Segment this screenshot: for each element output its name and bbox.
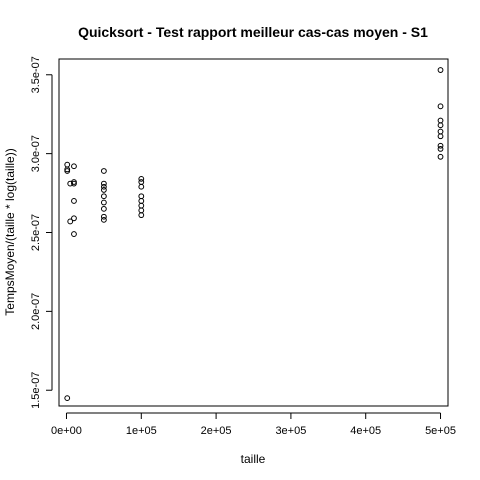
data-point: [437, 103, 444, 110]
data-point: [100, 183, 107, 190]
data-point: [138, 175, 145, 182]
data-point: [138, 183, 145, 190]
data-point: [71, 215, 77, 222]
x-tick-label: 1e+05: [126, 425, 157, 437]
data-point: [437, 122, 444, 129]
data-point: [437, 153, 444, 160]
data-point: [100, 205, 107, 212]
data-point: [437, 146, 444, 152]
data-point: [138, 207, 145, 214]
data-point: [100, 187, 107, 193]
x-tick-label: 5e+05: [425, 425, 456, 437]
data-point: [67, 218, 74, 225]
data-point: [71, 231, 77, 237]
data-point: [64, 161, 71, 168]
y-tick-label: 3.5e-07: [30, 56, 42, 93]
data-point: [100, 213, 107, 220]
x-tick-label: 2e+05: [201, 425, 232, 437]
data-point: [100, 180, 107, 187]
y-tick-label: 2.0e-07: [30, 293, 42, 330]
plot-frame: [58, 58, 449, 407]
data-point: [100, 193, 107, 200]
data-point: [71, 198, 77, 204]
data-point: [138, 179, 145, 185]
x-tick-label: 0e+00: [51, 425, 82, 437]
data-point: [437, 67, 444, 73]
data-point: [138, 202, 145, 209]
y-tick-label: 2.5e-07: [30, 214, 42, 251]
data-point: [138, 212, 145, 219]
x-tick-label: 4e+05: [350, 425, 381, 437]
data-point: [64, 168, 71, 174]
data-point: [437, 142, 444, 149]
data-point: [100, 168, 107, 174]
y-axis: 1.5e-07 2.0e-07 2.5e-07 3.0e-07 3.5e-07: [30, 56, 53, 409]
data-point: [71, 180, 77, 187]
data-point: [437, 133, 444, 140]
chart-title: Quicksort - Test rapport meilleur cas-ca…: [78, 24, 428, 40]
data-point: [100, 216, 107, 223]
data-points: [64, 67, 444, 402]
x-tick-label: 3e+05: [275, 425, 306, 437]
data-point: [437, 128, 444, 135]
data-point: [138, 193, 145, 200]
data-point: [71, 163, 77, 170]
x-axis: 0e+00 1e+05 2e+05 3e+05 4e+05 5e+05: [51, 412, 456, 437]
data-point: [138, 198, 145, 204]
x-axis-label: taille: [241, 452, 266, 466]
data-point: [100, 199, 107, 206]
y-tick-label: 3.0e-07: [30, 135, 42, 172]
data-point: [64, 395, 71, 402]
y-axis-label: TempsMoyen/(taille * log(taille)): [3, 148, 17, 315]
data-point: [437, 117, 444, 124]
y-tick-label: 1.5e-07: [30, 372, 42, 409]
